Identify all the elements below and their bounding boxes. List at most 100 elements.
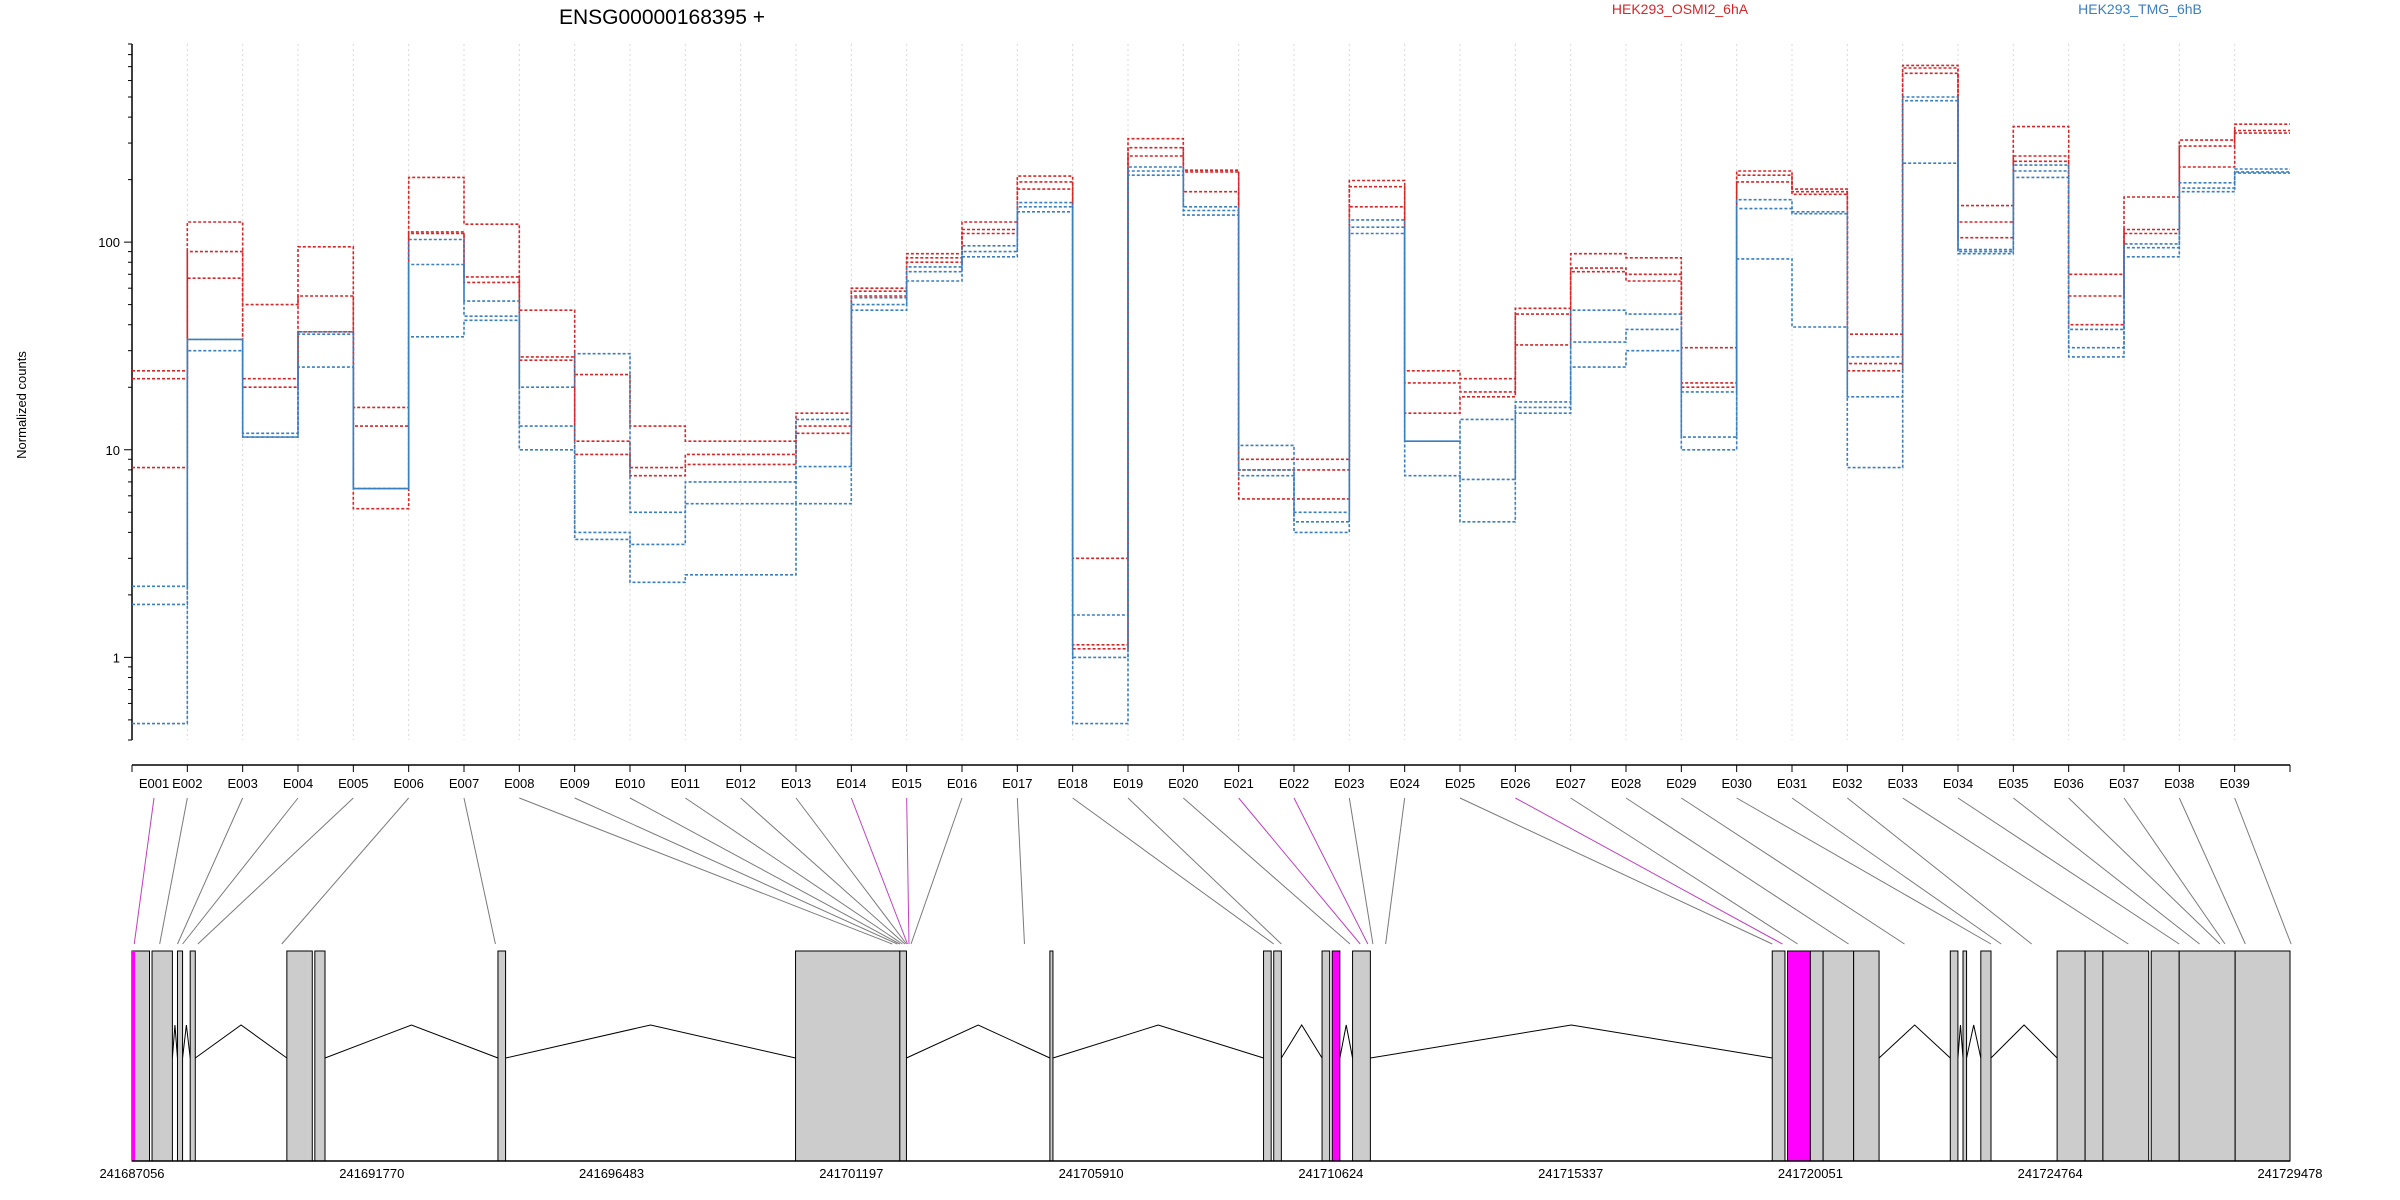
exon-tick-label: E027 [1555,776,1585,791]
intron-line [1990,1024,2058,1059]
exon-tick-label: E018 [1057,776,1087,791]
exon-tick-label: E035 [1998,776,2028,791]
exon-connector [906,797,910,945]
intron-line [194,1024,288,1059]
exon-connector [1625,797,1849,945]
series-line [132,162,2290,725]
exon-connector [281,797,410,945]
exon-block [2056,950,2086,1162]
exon-block [1771,950,1786,1162]
exon-tick-label: E028 [1611,776,1641,791]
exon-block [1853,950,1880,1162]
exon-block [286,950,313,1162]
exon-connector [574,797,898,945]
intron-line [505,1024,796,1059]
exon-connector [2234,797,2292,945]
intron-line [1878,1024,1951,1059]
coordinate-label: 241715337 [1538,1166,1603,1181]
exon-connector [1183,797,1351,945]
y-axis-label: Normalized counts [14,351,29,459]
coordinate-label: 241724764 [2018,1166,2083,1181]
exon-block [1962,950,1968,1162]
series-line [132,99,2290,659]
coordinate-label: 241696483 [579,1166,644,1181]
series-lines [132,64,2290,725]
exon-block [1822,950,1855,1162]
exon-tick-label: E010 [615,776,645,791]
exon-tick-label: E007 [449,776,479,791]
exon-tick-label: E026 [1500,776,1530,791]
exon-tick-label: E006 [393,776,423,791]
exon-tick-label: E012 [725,776,755,791]
exon-tick-label: E002 [172,776,202,791]
series-line [132,72,2290,650]
coordinate-label: 241691770 [339,1166,404,1181]
exon-block [497,950,507,1162]
exon-block [1980,950,1992,1162]
exon-connector [1902,797,2129,945]
exon-connector [910,797,963,945]
exon-connector [1016,797,1025,945]
series-line [132,64,2290,560]
coordinate-label: 241720051 [1778,1166,1843,1181]
exon-block [1049,950,1054,1162]
exon-block [795,950,901,1162]
exon-tick-label: E024 [1389,776,1419,791]
exon-tick-label: E022 [1279,776,1309,791]
gene-model [131,950,2291,1162]
exon-connector [740,797,906,945]
exon-connector [1570,797,1798,945]
exon-tick-label: E023 [1334,776,1364,791]
exon-block [899,950,907,1162]
exon-tick-label: E025 [1445,776,1475,791]
exon-block [1273,950,1282,1162]
exon-tick-label: E038 [2164,776,2194,791]
intron-line [906,1024,1051,1059]
exon-tick-label: E037 [2109,776,2139,791]
legend-entry-osmi2: HEK293_OSMI2_6hA [1612,1,1749,17]
exon-connector [182,797,299,945]
exon-connector [1348,797,1374,945]
exon-connector [177,797,244,945]
exon-connector [519,797,893,945]
exon-connector [629,797,901,945]
intron-line [324,1024,499,1059]
intron-line [1966,1024,1982,1059]
exon-connector [1385,797,1406,945]
exon-connector [1238,797,1361,945]
exon-connector [1459,797,1773,945]
exon-tick-label: E015 [891,776,921,791]
exon-block [1331,950,1341,1162]
exon-tick-label: E020 [1168,776,1198,791]
exon-tick-label: E033 [1887,776,1917,791]
exon-connector [2068,797,2221,945]
exon-tick-label: E031 [1777,776,1807,791]
coordinate-label: 241687056 [99,1166,164,1181]
exon-block [1809,950,1824,1162]
intron-line [1957,1024,1964,1059]
intron-line [1280,1024,1323,1059]
grid-lines [186,44,2236,740]
intron-line [171,1024,178,1059]
exon-connector [1736,797,1992,945]
intron-line [182,1024,191,1059]
exon-block [2178,950,2236,1162]
exon-block [2150,950,2180,1162]
exon-block-highlight [132,951,135,1161]
exon-connector [1957,797,2180,945]
exon-block [189,950,196,1162]
exon-connector [1515,797,1783,945]
intron-line [1339,1024,1354,1059]
exon-block [1321,950,1331,1162]
exon-tick-label: E039 [2219,776,2249,791]
exon-connector [1293,797,1369,945]
exon-block [176,950,184,1162]
exon-connector [795,797,907,945]
exon-tick-label: E003 [227,776,257,791]
exon-connector [197,797,354,945]
exon-block [2234,950,2291,1162]
exon-tick-label: E011 [671,776,700,791]
exon-block [1352,950,1371,1162]
exon-block [151,950,173,1162]
